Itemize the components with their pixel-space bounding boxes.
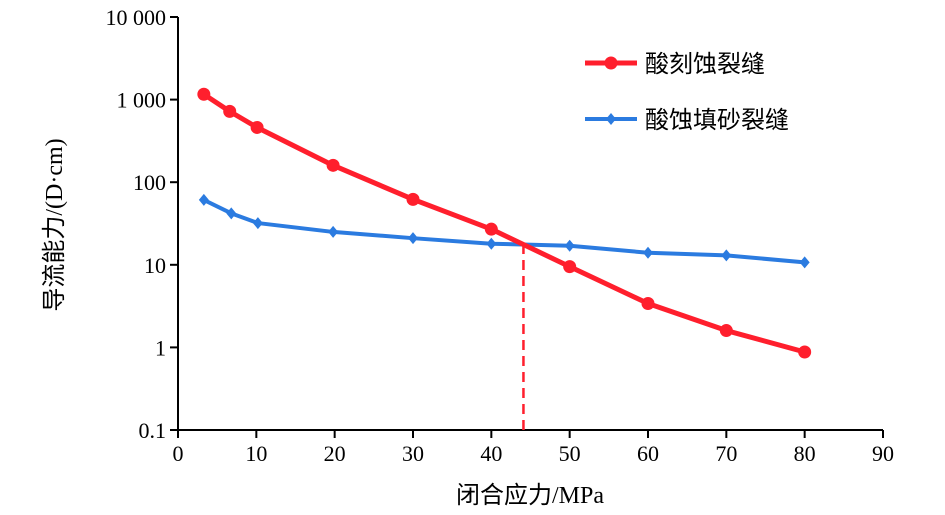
data-point <box>799 256 810 269</box>
data-point <box>643 246 653 259</box>
data-point <box>606 113 616 125</box>
y-tick-label: 1 000 <box>117 88 167 113</box>
data-point <box>252 217 263 230</box>
legend-label: 酸蚀填砂裂缝 <box>645 107 789 134</box>
x-tick-label: 40 <box>480 441 502 466</box>
data-point <box>226 207 237 220</box>
x-tick-label: 0 <box>173 441 184 466</box>
data-point <box>563 260 577 274</box>
data-point <box>223 104 237 118</box>
y-axis-label: 导流能力/(D·cm) <box>41 138 68 311</box>
x-tick-label: 70 <box>715 441 737 466</box>
data-point <box>564 239 575 252</box>
x-tick-label: 30 <box>402 441 424 466</box>
data-point <box>328 225 339 238</box>
data-point <box>604 56 618 70</box>
data-point <box>197 87 211 101</box>
data-point <box>486 237 497 250</box>
data-point <box>484 222 498 236</box>
x-tick-label: 90 <box>872 441 894 466</box>
x-tick-label: 10 <box>245 441 267 466</box>
data-point <box>326 158 340 172</box>
y-tick-label: 10 000 <box>106 5 167 30</box>
x-tick-label: 60 <box>637 441 659 466</box>
y-tick-label: 10 <box>144 253 166 278</box>
x-tick-label: 80 <box>794 441 816 466</box>
y-tick-label: 100 <box>133 170 166 195</box>
data-point <box>721 249 732 262</box>
data-point <box>250 120 264 134</box>
series-line <box>202 198 805 265</box>
data-point <box>198 193 209 206</box>
y-tick-label: 0.1 <box>139 418 167 443</box>
series-acid-etched <box>197 87 812 359</box>
x-tick-label: 50 <box>559 441 581 466</box>
x-axis-label: 闭合应力/MPa <box>456 482 604 509</box>
x-tick-label: 20 <box>324 441 346 466</box>
series-acid-etched-sand-filled <box>198 193 810 269</box>
series-line <box>202 92 806 355</box>
data-point <box>408 232 418 245</box>
y-tick-label: 1 <box>155 335 166 360</box>
data-point <box>641 296 655 310</box>
chart-marks <box>197 87 812 430</box>
data-point <box>406 192 420 206</box>
axes: 0 10 20 30 40 50 60 70 80 90 0.1 1 10 100 1 000 10 000 <box>106 5 895 466</box>
data-point <box>798 345 812 359</box>
data-point <box>719 324 733 338</box>
legend-label: 酸刻蚀裂缝 <box>645 51 765 78</box>
